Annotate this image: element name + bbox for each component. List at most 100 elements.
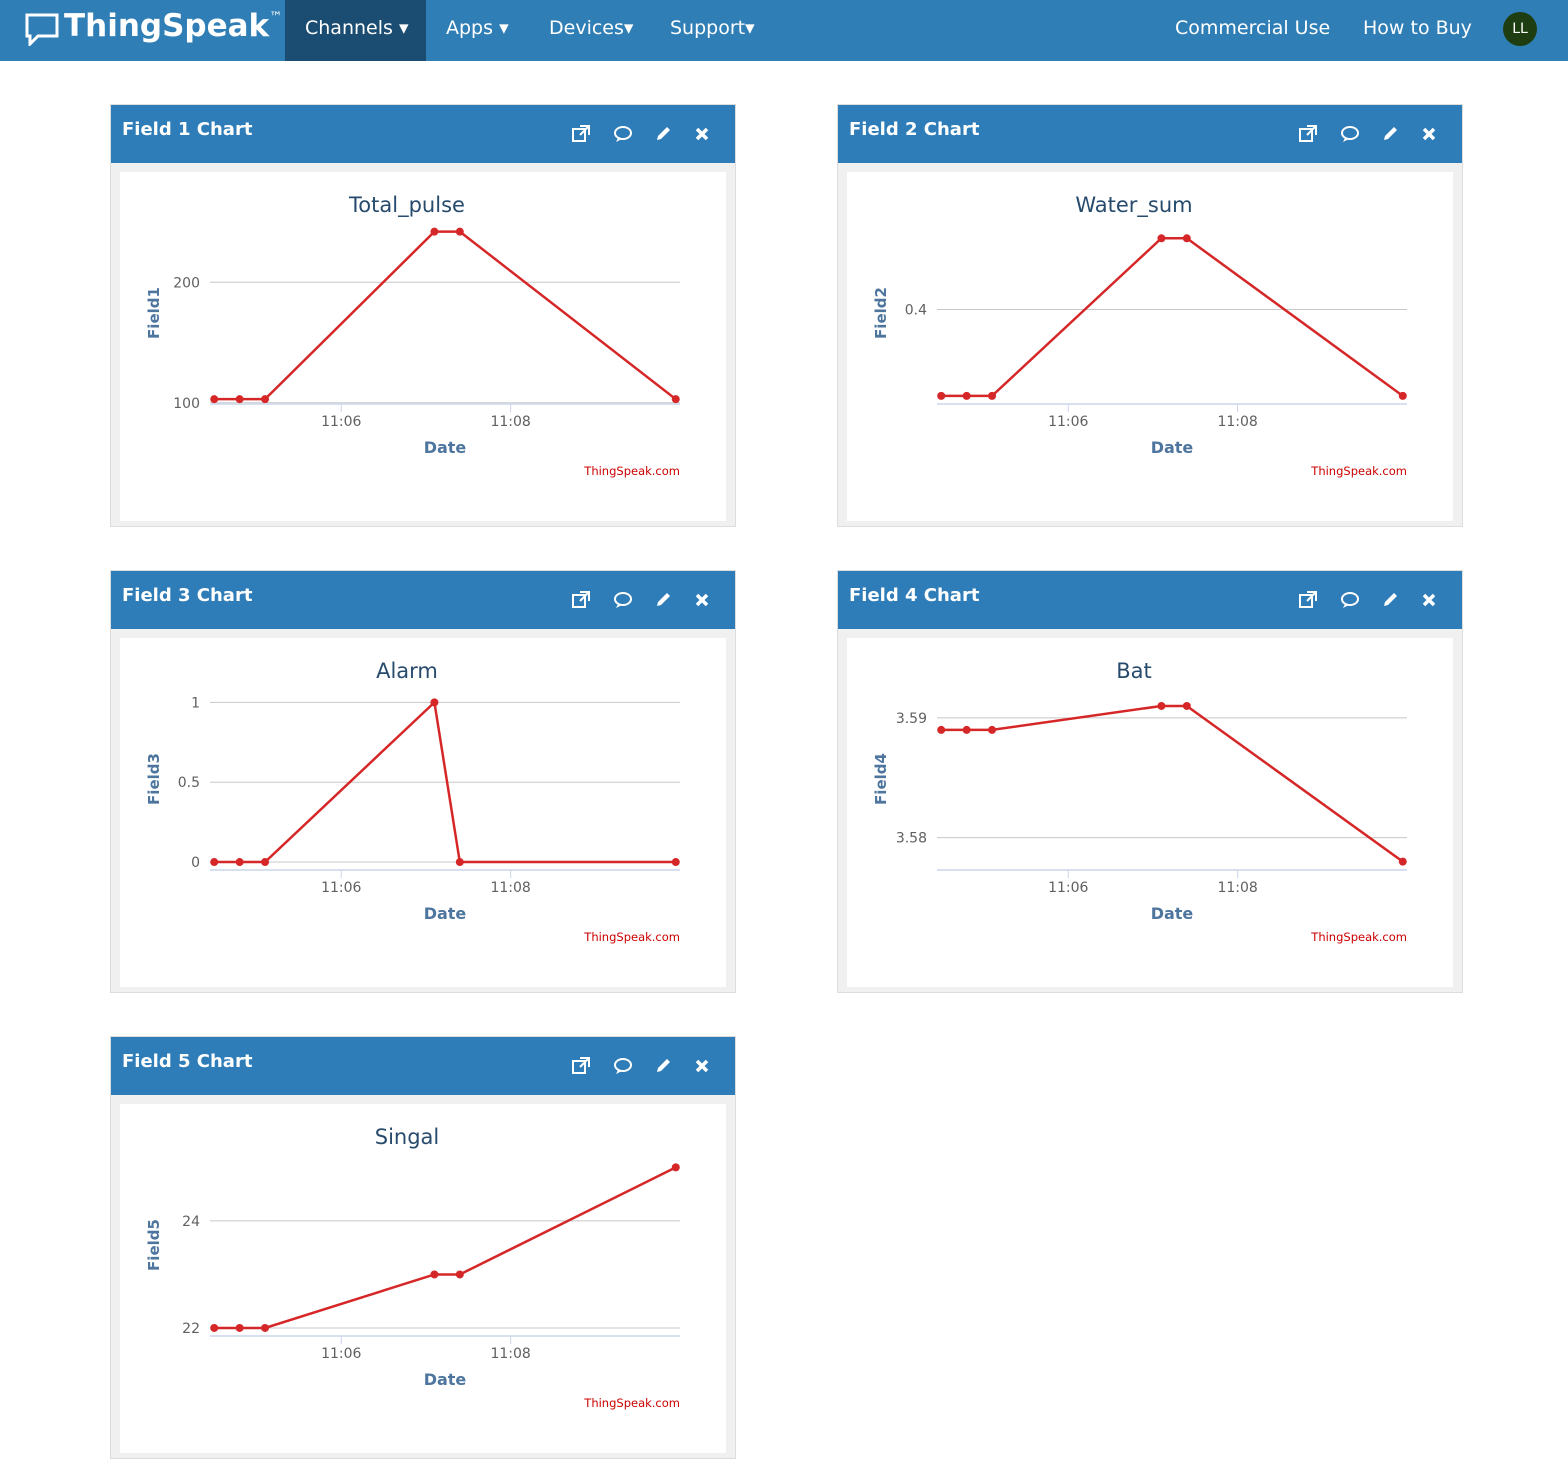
data-point: [261, 858, 270, 867]
chart-panel: Field 4 Chart Bat 3.58 3.59 11:06 11:08 Date Fi…: [837, 570, 1463, 993]
chart-area: Bat 3.58 3.59 11:06 11:08 Date Field4 ThingSpea…: [847, 638, 1453, 987]
data-point: [430, 698, 439, 707]
icon-external[interactable]: [571, 1056, 591, 1076]
credit[interactable]: ThingSpeak.com: [1310, 930, 1407, 944]
avatar[interactable]: LL: [1503, 12, 1537, 46]
brand[interactable]: ThingSpeak™: [64, 8, 282, 44]
data-line: [214, 699, 676, 864]
data-point: [988, 725, 997, 734]
y-tick-label: 0.4: [905, 302, 927, 318]
data-point: [235, 858, 244, 867]
x-tick-label: 11:06: [1048, 880, 1088, 896]
chart: Singal 22 24 11:06 11:08 Date Field5 ThingSpeak…: [145, 1125, 680, 1410]
icon-edit[interactable]: [1380, 124, 1400, 144]
icon-close[interactable]: [692, 1056, 712, 1076]
data-point: [261, 1323, 270, 1332]
x-tick-label: 11:08: [490, 1346, 530, 1362]
chart-title: Alarm: [376, 659, 438, 683]
y-axis-label: Field5: [145, 1219, 163, 1271]
y-axis-label: Field2: [872, 287, 890, 339]
data-point: [455, 1270, 464, 1279]
icon-external[interactable]: [1298, 590, 1318, 610]
icon-external[interactable]: [571, 590, 591, 610]
icon-edit[interactable]: [1380, 590, 1400, 610]
icon-edit[interactable]: [653, 124, 673, 144]
icon-close[interactable]: [692, 124, 712, 144]
navbar: ThingSpeak™ Channels ▾ Apps ▾ Devices▾ S…: [0, 0, 1568, 61]
data-point: [235, 1323, 244, 1332]
icon-comment[interactable]: [613, 590, 633, 610]
data-point: [430, 227, 439, 236]
nav-channels[interactable]: Channels ▾: [285, 0, 426, 61]
credit[interactable]: ThingSpeak.com: [583, 464, 680, 478]
nav-devices[interactable]: Devices▾: [549, 17, 634, 39]
x-tick-label: 11:06: [1048, 414, 1088, 430]
brand-mark: ™: [269, 10, 283, 25]
icon-comment[interactable]: [1340, 590, 1360, 610]
nav-support[interactable]: Support▾: [670, 17, 755, 39]
icon-external[interactable]: [571, 124, 591, 144]
panel-header: Field 1 Chart: [111, 105, 735, 163]
logo-icon: [25, 13, 59, 46]
x-tick-label: 11:06: [321, 880, 361, 896]
icon-close[interactable]: [1419, 590, 1439, 610]
data-line: [214, 230, 677, 401]
chart-panel: Field 3 Chart Alarm 0 0.5 1 11:06 11:08 Date Fie…: [110, 570, 736, 993]
data-point: [455, 227, 464, 236]
x-tick-label: 11:08: [1217, 880, 1257, 896]
icon-external[interactable]: [1298, 124, 1318, 144]
data-point: [1398, 391, 1407, 400]
chart: Alarm 0 0.5 1 11:06 11:08 Date Field3 ThingSpeak…: [145, 659, 680, 944]
x-axis-label: Date: [1151, 438, 1194, 457]
icon-comment[interactable]: [613, 1056, 633, 1076]
data-point: [988, 391, 997, 400]
icon-edit[interactable]: [653, 1056, 673, 1076]
panel-header: Field 5 Chart: [111, 1037, 735, 1095]
panel-header: Field 3 Chart: [111, 571, 735, 629]
data-point: [671, 1163, 680, 1172]
data-line: [941, 237, 1404, 398]
chart-panel: Field 1 Chart Total_pulse 100 200 11:06 11:08…: [110, 104, 736, 527]
y-tick-label: 24: [182, 1214, 200, 1230]
data-point: [1182, 234, 1191, 243]
panel-title: Field 4 Chart: [849, 585, 980, 606]
panel-title: Field 2 Chart: [849, 119, 980, 140]
chart-title: Singal: [375, 1125, 440, 1149]
x-tick-label: 11:08: [490, 414, 530, 430]
icon-comment[interactable]: [613, 124, 633, 144]
chart-panel: Field 5 Chart Singal 22 24 11:06 11:08 Date Fie…: [110, 1036, 736, 1459]
data-point: [937, 725, 946, 734]
credit[interactable]: ThingSpeak.com: [1310, 464, 1407, 478]
y-tick-label: 22: [182, 1321, 200, 1337]
x-tick-label: 11:08: [490, 880, 530, 896]
chart: Bat 3.58 3.59 11:06 11:08 Date Field4 ThingSpea…: [872, 659, 1407, 944]
chart-title: Bat: [1116, 659, 1152, 683]
panel-header: Field 2 Chart: [838, 105, 1462, 163]
y-axis-label: Field4: [872, 753, 890, 805]
y-tick-label: 3.59: [896, 711, 927, 727]
nav-buy[interactable]: How to Buy: [1363, 17, 1472, 39]
data-line: [941, 704, 1404, 863]
credit[interactable]: ThingSpeak.com: [583, 930, 680, 944]
data-point: [455, 858, 464, 867]
x-tick-label: 11:08: [1217, 414, 1257, 430]
x-axis-label: Date: [424, 1370, 467, 1389]
icon-comment[interactable]: [1340, 124, 1360, 144]
nav-commercial[interactable]: Commercial Use: [1175, 17, 1331, 39]
data-point: [261, 395, 270, 404]
data-point: [962, 725, 971, 734]
credit[interactable]: ThingSpeak.com: [583, 1396, 680, 1410]
x-axis-label: Date: [424, 904, 467, 923]
data-point: [962, 391, 971, 400]
chart: Water_sum 0.4 11:06 11:08 Date Field2 ThingSpe…: [872, 193, 1407, 478]
icon-edit[interactable]: [653, 590, 673, 610]
chart-area: Alarm 0 0.5 1 11:06 11:08 Date Field3 ThingSpeak…: [120, 638, 726, 987]
data-point: [210, 858, 219, 867]
icon-close[interactable]: [692, 590, 712, 610]
nav-apps[interactable]: Apps ▾: [446, 17, 509, 39]
icon-close[interactable]: [1419, 124, 1439, 144]
chart-panel: Field 2 Chart Water_sum 0.4 11:06 11:08 Date F…: [837, 104, 1463, 527]
data-point: [210, 395, 219, 404]
panel-title: Field 1 Chart: [122, 119, 253, 140]
y-tick-label: 1: [191, 695, 200, 711]
